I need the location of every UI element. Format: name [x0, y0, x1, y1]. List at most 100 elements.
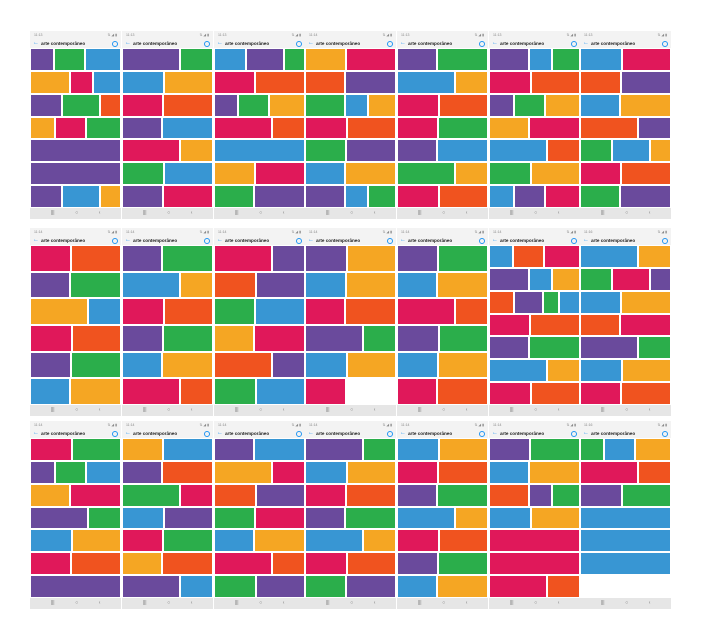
search-query[interactable]: arte contemporâneo — [225, 41, 270, 46]
search-icon[interactable] — [204, 237, 210, 244]
image-thumbnail[interactable] — [397, 378, 438, 405]
recents-button[interactable]: ||| — [234, 600, 239, 606]
image-thumbnail[interactable] — [397, 325, 439, 352]
image-thumbnail[interactable] — [345, 506, 396, 530]
image-thumbnail[interactable] — [438, 116, 488, 140]
image-thumbnail[interactable] — [397, 552, 439, 576]
image-thumbnail[interactable] — [580, 162, 622, 186]
image-thumbnail[interactable] — [214, 325, 255, 352]
recents-button[interactable]: ||| — [142, 600, 147, 606]
home-button[interactable]: ○ — [534, 407, 538, 413]
search-icon[interactable] — [479, 430, 485, 437]
image-thumbnail[interactable] — [489, 506, 531, 530]
image-thumbnail[interactable] — [30, 70, 70, 94]
image-thumbnail[interactable] — [438, 351, 488, 379]
image-thumbnail[interactable] — [621, 70, 671, 94]
image-thumbnail[interactable] — [268, 93, 305, 117]
image-thumbnail[interactable] — [528, 267, 552, 291]
image-thumbnail[interactable] — [622, 48, 671, 71]
image-thumbnail[interactable] — [71, 245, 121, 272]
recents-button[interactable]: ||| — [600, 600, 605, 606]
search-icon[interactable] — [296, 430, 302, 437]
image-thumbnail[interactable] — [347, 552, 396, 576]
image-thumbnail[interactable] — [255, 506, 305, 530]
image-thumbnail[interactable] — [621, 290, 671, 314]
image-thumbnail[interactable] — [305, 298, 346, 325]
image-thumbnail[interactable] — [30, 529, 72, 553]
image-thumbnail[interactable] — [438, 552, 488, 576]
image-thumbnail[interactable] — [397, 351, 439, 379]
image-thumbnail[interactable] — [122, 298, 164, 325]
image-thumbnail[interactable] — [122, 245, 163, 272]
home-button[interactable]: ○ — [534, 600, 538, 606]
image-thumbnail[interactable] — [528, 483, 552, 507]
image-thumbnail[interactable] — [489, 313, 531, 337]
image-thumbnail[interactable] — [305, 93, 345, 117]
back-arrow-icon[interactable]: ← — [308, 430, 314, 436]
search-icon[interactable] — [479, 40, 485, 47]
image-thumbnail[interactable] — [30, 298, 88, 325]
image-thumbnail[interactable] — [529, 336, 580, 360]
image-thumbnail[interactable] — [621, 382, 671, 405]
image-thumbnail[interactable] — [30, 93, 63, 117]
back-button[interactable]: ‹ — [557, 600, 560, 606]
back-button[interactable]: ‹ — [98, 407, 101, 413]
image-thumbnail[interactable] — [397, 271, 438, 299]
search-bar[interactable]: ← arte contemporâneo — [214, 429, 305, 438]
image-thumbnail[interactable] — [122, 378, 180, 405]
image-thumbnail[interactable] — [271, 245, 305, 272]
image-thumbnail[interactable] — [30, 378, 71, 405]
image-thumbnail[interactable] — [612, 139, 650, 163]
back-button[interactable]: ‹ — [190, 407, 193, 413]
image-thumbnail[interactable] — [513, 245, 544, 268]
recents-button[interactable]: ||| — [417, 600, 422, 606]
image-thumbnail[interactable] — [122, 185, 164, 208]
image-thumbnail[interactable] — [580, 185, 621, 208]
home-button[interactable]: ○ — [625, 600, 629, 606]
search-query[interactable]: arte contemporâneo — [500, 238, 545, 243]
image-thumbnail[interactable] — [122, 139, 180, 163]
image-thumbnail[interactable] — [256, 575, 305, 598]
recents-button[interactable]: ||| — [50, 210, 55, 216]
search-icon[interactable] — [112, 237, 118, 244]
search-icon[interactable] — [662, 430, 668, 437]
image-thumbnail[interactable] — [546, 359, 580, 383]
image-thumbnail[interactable] — [84, 48, 121, 71]
image-thumbnail[interactable] — [164, 70, 213, 94]
image-thumbnail[interactable] — [71, 351, 121, 379]
image-thumbnail[interactable] — [163, 529, 213, 553]
search-bar[interactable]: ← arte contemporâneo — [214, 236, 305, 245]
image-thumbnail[interactable] — [305, 70, 346, 94]
image-thumbnail[interactable] — [489, 70, 531, 94]
image-thumbnail[interactable] — [649, 267, 671, 291]
image-thumbnail[interactable] — [85, 116, 121, 140]
image-thumbnail[interactable] — [30, 325, 72, 352]
image-thumbnail[interactable] — [580, 290, 622, 314]
home-button[interactable]: ○ — [534, 210, 538, 216]
recents-button[interactable]: ||| — [234, 210, 239, 216]
image-thumbnail[interactable] — [347, 245, 396, 272]
image-thumbnail[interactable] — [305, 483, 347, 507]
image-thumbnail[interactable] — [621, 162, 671, 186]
recents-button[interactable]: ||| — [509, 407, 514, 413]
recents-button[interactable]: ||| — [234, 407, 239, 413]
search-icon[interactable] — [112, 40, 118, 47]
image-thumbnail[interactable] — [634, 438, 671, 461]
home-button[interactable]: ○ — [259, 407, 263, 413]
image-thumbnail[interactable] — [179, 483, 213, 507]
image-thumbnail[interactable] — [347, 460, 396, 484]
image-thumbnail[interactable] — [344, 185, 368, 208]
image-thumbnail[interactable] — [580, 116, 638, 140]
search-bar[interactable]: ← arte contemporâneo — [397, 39, 488, 48]
recents-button[interactable]: ||| — [325, 210, 330, 216]
image-thumbnail[interactable] — [367, 185, 396, 208]
image-thumbnail[interactable] — [30, 575, 121, 598]
home-button[interactable]: ○ — [75, 210, 79, 216]
home-button[interactable]: ○ — [350, 600, 354, 606]
home-button[interactable]: ○ — [259, 600, 263, 606]
back-button[interactable]: ‹ — [648, 210, 651, 216]
image-thumbnail[interactable] — [214, 351, 272, 379]
back-arrow-icon[interactable]: ← — [125, 40, 131, 46]
home-button[interactable]: ○ — [442, 600, 446, 606]
search-bar[interactable]: ← arte contemporâneo — [122, 429, 213, 438]
